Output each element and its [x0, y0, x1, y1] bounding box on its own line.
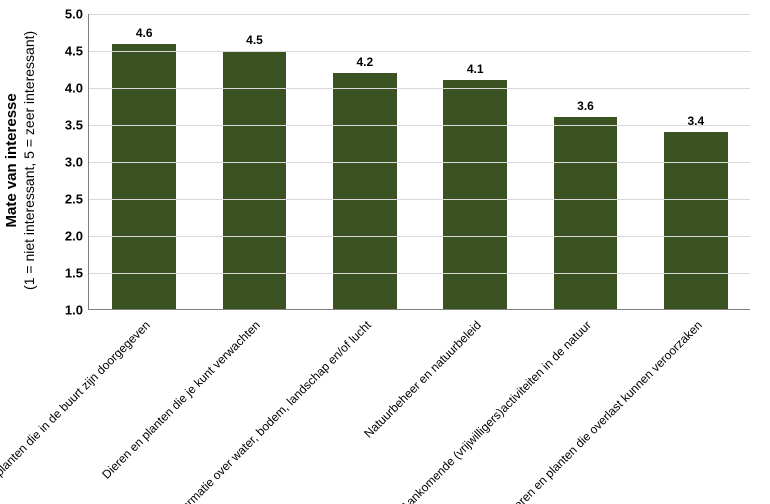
- bar: 4.1: [443, 80, 507, 309]
- y-tick-label: 3.5: [65, 118, 89, 133]
- gridline: [89, 14, 750, 15]
- gridline: [89, 125, 750, 126]
- x-category-label: Dieren en planten die in de buurt zijn d…: [0, 318, 153, 504]
- gridline: [89, 273, 750, 274]
- gridline: [89, 88, 750, 89]
- y-tick-label: 1.5: [65, 266, 89, 281]
- y-tick-label: 4.5: [65, 44, 89, 59]
- bar: 4.6: [112, 44, 176, 310]
- plot-area: 4.64.54.24.13.63.4 1.01.52.02.53.03.54.0…: [88, 14, 750, 310]
- gridline: [89, 51, 750, 52]
- bar-value-label: 3.4: [687, 114, 704, 132]
- bar: 3.6: [554, 117, 618, 309]
- bar: 4.5: [223, 51, 287, 309]
- x-label-slot: Dieren en planten die overlast kunnen ve…: [640, 314, 750, 500]
- y-tick-label: 5.0: [65, 7, 89, 22]
- bar-value-label: 4.6: [136, 26, 153, 44]
- gridline: [89, 162, 750, 163]
- bar-value-label: 3.6: [577, 99, 594, 117]
- y-axis-title: Mate van interesse (1 = niet interessant…: [4, 30, 41, 289]
- bar-value-label: 4.2: [356, 55, 373, 73]
- y-tick-label: 2.0: [65, 229, 89, 244]
- x-axis-labels: Dieren en planten die in de buurt zijn d…: [88, 314, 750, 500]
- interest-bar-chart: Mate van interesse (1 = niet interessant…: [0, 0, 770, 504]
- y-axis-title-main: Mate van interesse: [4, 93, 21, 227]
- bar: 3.4: [664, 132, 728, 309]
- y-axis-title-sub: (1 = niet interessant, 5 = zeer interess…: [22, 30, 38, 289]
- y-tick-label: 3.0: [65, 155, 89, 170]
- bar-value-label: 4.5: [246, 33, 263, 51]
- y-tick-label: 1.0: [65, 303, 89, 318]
- gridline: [89, 199, 750, 200]
- y-tick-label: 4.0: [65, 81, 89, 96]
- y-tick-label: 2.5: [65, 192, 89, 207]
- y-axis-title-container: Mate van interesse (1 = niet interessant…: [0, 0, 44, 320]
- gridline: [89, 236, 750, 237]
- bar-value-label: 4.1: [467, 62, 484, 80]
